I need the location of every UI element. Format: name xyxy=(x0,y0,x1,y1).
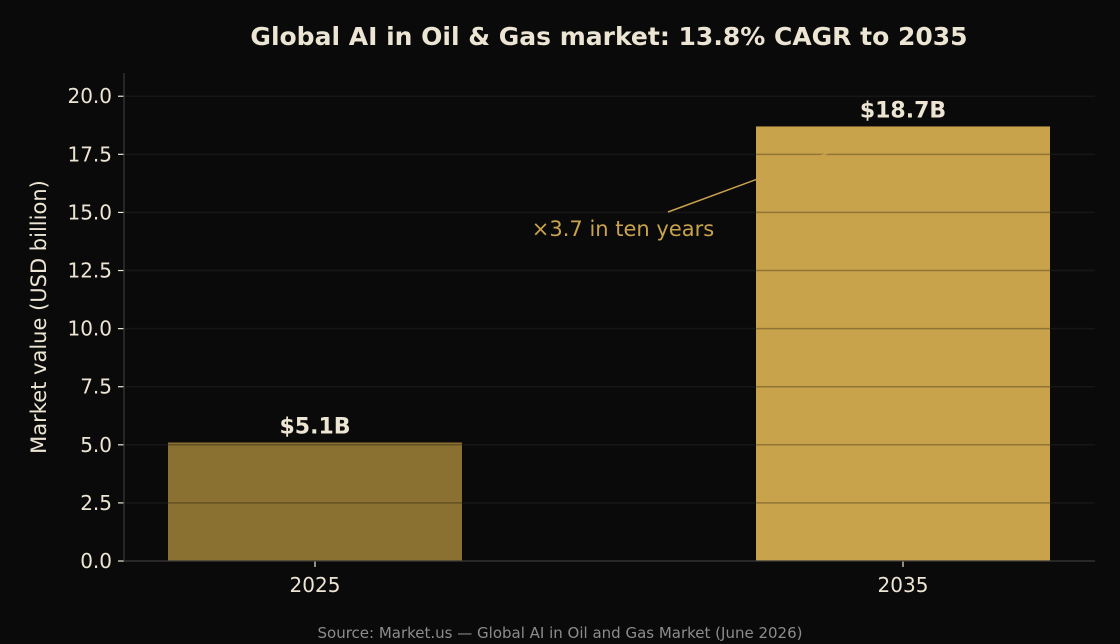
label-layer: $5.1B $18.7B xyxy=(279,98,946,439)
annotation-text: ×3.7 in ten years xyxy=(532,217,714,241)
bar-2025 xyxy=(168,442,462,561)
x-tick-label: 2025 xyxy=(290,573,341,597)
y-tick-label: 0.0 xyxy=(80,549,112,573)
y-tick-label: 17.5 xyxy=(67,142,112,166)
x-tick-label: 2035 xyxy=(878,573,929,597)
axis-layer: 0.0 2.5 5.0 7.5 10.0 12.5 15.0 17.5 20.0 2025 2035 xyxy=(67,73,1095,597)
chart-title: Global AI in Oil & Gas market: 13.8% CAG… xyxy=(250,22,967,51)
y-tick-label: 10.0 xyxy=(67,317,112,341)
source-note: Source: Market.us — Global AI in Oil and… xyxy=(318,624,803,642)
bar-layer xyxy=(124,95,1095,561)
y-tick-label: 2.5 xyxy=(80,491,112,515)
data-label-2025: $5.1B xyxy=(279,414,350,439)
y-tick-label: 20.0 xyxy=(67,84,112,108)
y-axis-label: Market value (USD billion) xyxy=(27,180,51,454)
bar-2035 xyxy=(756,126,1050,561)
y-tick-label: 7.5 xyxy=(80,375,112,399)
data-label-2035: $18.7B xyxy=(860,98,946,123)
y-tick-label: 5.0 xyxy=(80,433,112,457)
y-tick-label: 12.5 xyxy=(67,259,112,283)
annotation-arrow xyxy=(667,151,831,213)
y-tick-label: 15.0 xyxy=(67,200,112,224)
